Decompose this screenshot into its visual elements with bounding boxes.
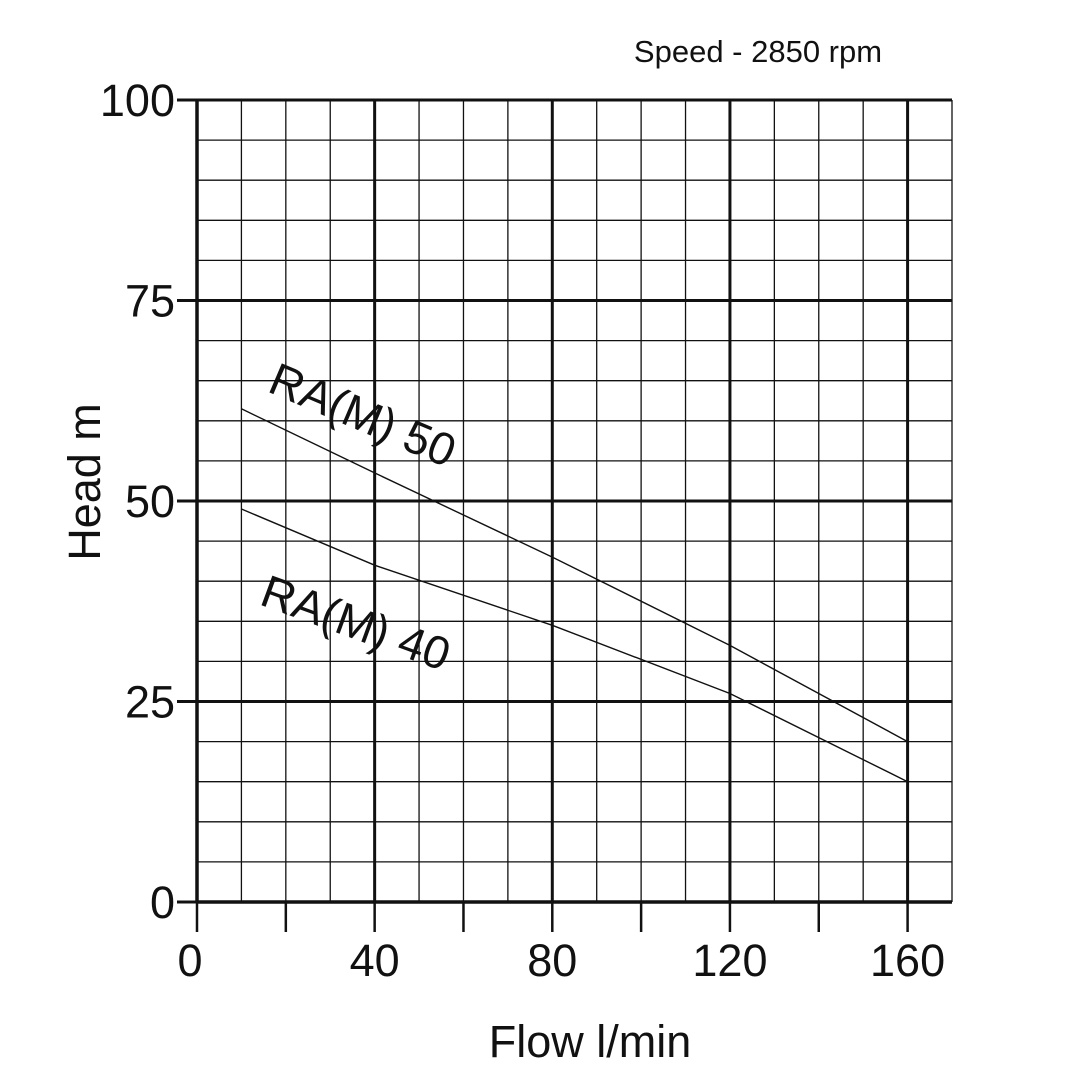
y-axis-label: Head m bbox=[59, 403, 110, 561]
x-tick-label: 120 bbox=[692, 935, 767, 986]
x-axis-label: Flow l/min bbox=[489, 1016, 692, 1067]
x-tick-label: 160 bbox=[870, 935, 945, 986]
y-tick-label: 75 bbox=[125, 276, 175, 327]
y-tick-label: 100 bbox=[100, 75, 175, 126]
chart-subtitle: Speed - 2850 rpm bbox=[634, 34, 882, 69]
x-tick-label: 0 bbox=[177, 935, 202, 986]
x-tick-label: 80 bbox=[527, 935, 577, 986]
series-label-ra-m-50: RA(M) 50 bbox=[262, 352, 463, 477]
grid bbox=[177, 98, 953, 932]
x-tick-label: 40 bbox=[350, 935, 400, 986]
curves bbox=[241, 408, 908, 783]
y-tick-label: 25 bbox=[125, 677, 175, 728]
series-line-0 bbox=[241, 408, 908, 743]
y-tick-label: 0 bbox=[150, 877, 175, 928]
series-line-1 bbox=[241, 508, 908, 783]
y-tick-label: 50 bbox=[125, 476, 175, 527]
series-label-ra-m-40: RA(M) 40 bbox=[255, 565, 458, 681]
tick-labels: 0 25 50 75 100 0 40 80 120 160 bbox=[100, 75, 945, 986]
